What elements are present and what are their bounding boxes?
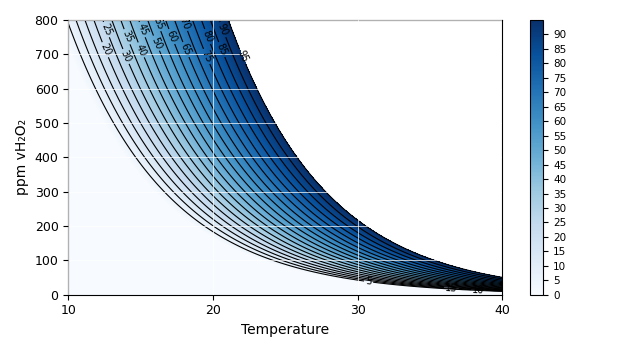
Text: 5: 5	[365, 276, 372, 287]
Text: 30: 30	[119, 49, 133, 64]
Text: 40: 40	[134, 42, 148, 57]
Text: 60: 60	[165, 29, 179, 44]
Text: 55: 55	[151, 16, 165, 31]
Text: 95: 95	[235, 49, 250, 64]
Text: 35: 35	[120, 29, 134, 44]
Text: 15: 15	[445, 283, 458, 293]
X-axis label: Temperature: Temperature	[241, 323, 329, 337]
Text: 10: 10	[472, 285, 485, 295]
Y-axis label: ppm vH₂O₂: ppm vH₂O₂	[15, 119, 29, 195]
Text: 80: 80	[200, 29, 215, 44]
Text: 50: 50	[150, 36, 163, 51]
Text: 25: 25	[100, 22, 113, 37]
Text: 45: 45	[135, 22, 149, 37]
Text: 75: 75	[200, 49, 214, 64]
Text: 65: 65	[179, 42, 193, 57]
Text: 70: 70	[178, 15, 192, 31]
Text: 85: 85	[215, 42, 229, 57]
Text: 20: 20	[98, 42, 113, 57]
Text: 90: 90	[216, 22, 230, 37]
